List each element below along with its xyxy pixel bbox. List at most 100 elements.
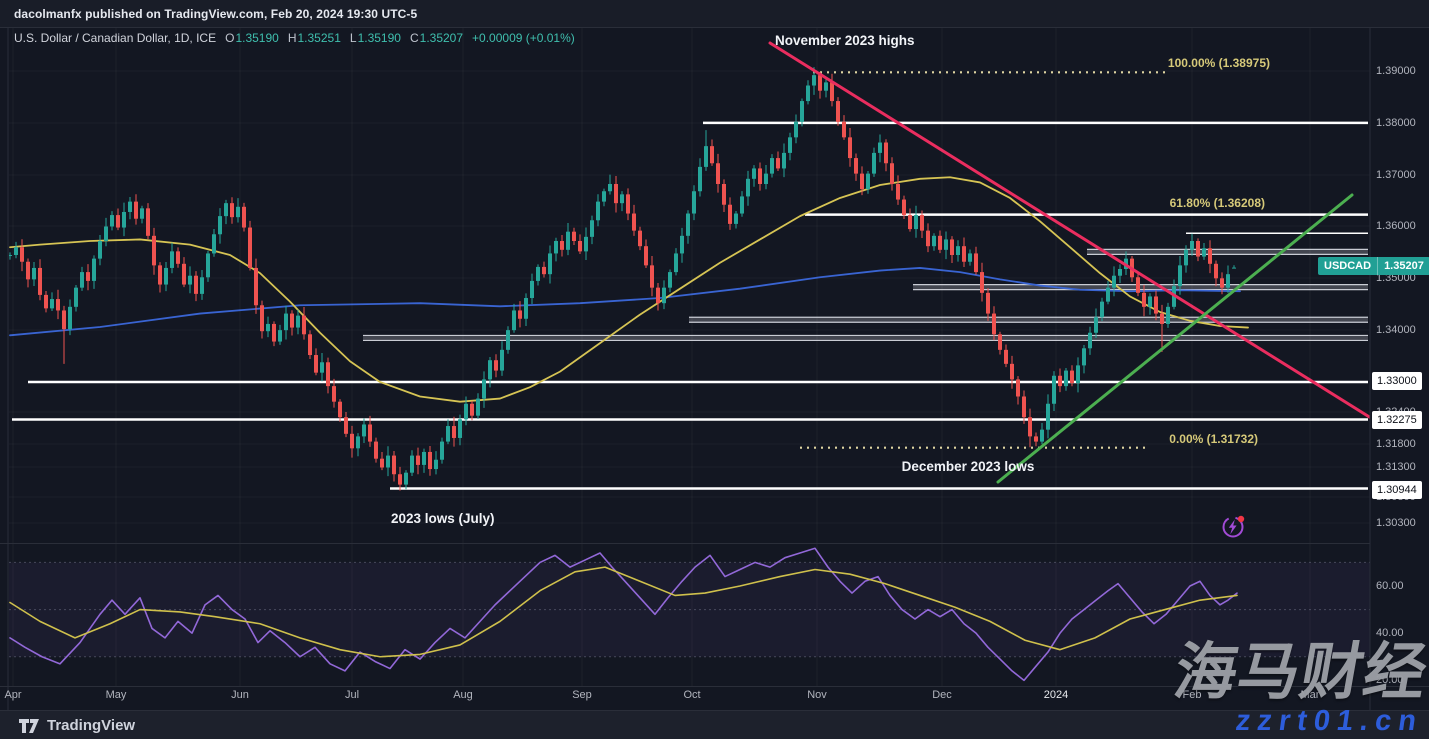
- candle-body: [1196, 241, 1200, 257]
- candle-body: [920, 215, 924, 231]
- annotation-july-lows[interactable]: 2023 lows (July): [391, 511, 495, 526]
- badge-symbol: USDCAD: [1318, 257, 1379, 275]
- candle-body: [914, 215, 918, 230]
- flash-button[interactable]: [1222, 515, 1245, 538]
- candle-body: [1118, 268, 1122, 276]
- candle-body: [938, 235, 942, 250]
- candle-body: [1070, 370, 1074, 384]
- candle-body: [1142, 292, 1146, 307]
- fib-label-0[interactable]: 0.00% (1.31732): [1169, 432, 1258, 446]
- candle-body: [272, 323, 276, 342]
- candle-body: [1052, 375, 1056, 404]
- price-axis-label: 1.30300: [1376, 517, 1416, 529]
- candle-body: [710, 146, 714, 164]
- candle-body: [110, 215, 114, 227]
- candle-body: [950, 239, 954, 255]
- candle-body: [812, 75, 816, 86]
- candle-body: [344, 417, 348, 434]
- candle-body: [584, 236, 588, 252]
- watermark-chinese: 海马财经: [1168, 638, 1429, 707]
- candle-body: [686, 213, 690, 236]
- price-line-badge: 1.30944: [1372, 481, 1422, 499]
- candle-body: [254, 267, 258, 306]
- candle-body: [500, 349, 504, 371]
- fib-label-618[interactable]: 61.80% (1.36208): [1169, 196, 1265, 210]
- price-pane[interactable]: [8, 41, 1371, 523]
- support-zone[interactable]: [913, 284, 1368, 290]
- candle-body: [836, 101, 840, 122]
- candle-body: [776, 158, 780, 169]
- candle-body: [908, 215, 912, 230]
- candle-body: [560, 241, 564, 250]
- candle-body: [152, 235, 156, 266]
- candle-body: [236, 206, 240, 218]
- candle-body: [230, 203, 234, 218]
- support-zone[interactable]: [1087, 249, 1368, 255]
- candle-body: [104, 226, 108, 242]
- symbol-legend[interactable]: U.S. Dollar / Canadian Dollar, 1D, ICE O…: [14, 31, 575, 45]
- candle-body: [638, 230, 642, 247]
- annotation-november-highs[interactable]: November 2023 highs: [775, 33, 915, 48]
- candle-body: [134, 201, 138, 219]
- candle-body: [1226, 274, 1230, 288]
- time-axis-label-2024: 2024: [1043, 689, 1069, 701]
- candle-body: [206, 253, 210, 278]
- candle-body: [302, 315, 306, 335]
- candle-body: [524, 298, 528, 319]
- watermark-url: zzrt01.cn: [1233, 705, 1426, 737]
- candle-body: [158, 265, 162, 285]
- rsi-pane[interactable]: [9, 547, 1370, 682]
- tradingview-logo[interactable]: TradingView: [18, 717, 135, 734]
- candle-body: [128, 201, 132, 212]
- candle-body: [92, 258, 96, 281]
- candle-body: [320, 362, 324, 373]
- candle-body: [122, 211, 126, 228]
- support-zone[interactable]: [363, 335, 1368, 341]
- candle-body: [818, 75, 822, 91]
- candle-body: [1112, 275, 1116, 288]
- candle-body: [1040, 429, 1044, 442]
- candle-body: [116, 215, 120, 228]
- candle-body: [644, 246, 648, 266]
- rsi-band-fill: [9, 562, 1370, 657]
- change-value: +0.00009 (+0.01%): [472, 31, 575, 45]
- candle-body: [788, 137, 792, 153]
- candle-body: [746, 178, 750, 197]
- candle-body: [476, 398, 480, 416]
- price-axis-label: 1.38000: [1376, 117, 1416, 129]
- candle-body: [350, 433, 354, 449]
- uptrend-from-dec-lows[interactable]: [996, 193, 1354, 484]
- time-axis-label-jul: Jul: [344, 689, 360, 701]
- candle-body: [704, 146, 708, 167]
- time-axis-label-aug: Aug: [453, 689, 473, 701]
- candle-body: [752, 168, 756, 179]
- candle-body: [356, 436, 360, 449]
- candle-body: [14, 247, 18, 255]
- candle-body: [896, 183, 900, 200]
- candle-body: [1076, 365, 1080, 384]
- candle-body: [1082, 348, 1086, 366]
- candle-body: [80, 272, 84, 288]
- candle-body: [44, 294, 48, 309]
- annotation-december-lows[interactable]: December 2023 lows: [901, 459, 1035, 474]
- candle-body: [482, 379, 486, 399]
- ma-blue-line: [9, 267, 1241, 337]
- time-axis-label-may: May: [105, 689, 127, 701]
- candle-body: [848, 137, 852, 159]
- time-axis-label-sep: Sep: [572, 689, 592, 701]
- candle-body: [224, 203, 228, 217]
- price-line-badge: 1.32275: [1372, 411, 1422, 429]
- support-zone[interactable]: [689, 317, 1368, 323]
- downtrend-from-nov-highs[interactable]: [768, 41, 1371, 420]
- candle-body: [722, 183, 726, 205]
- candle-body: [38, 267, 42, 295]
- candle-body: [194, 275, 198, 294]
- price-line-badge: 1.33000: [1372, 372, 1422, 390]
- candle-body: [164, 267, 168, 285]
- time-axis-label-jun: Jun: [231, 689, 249, 701]
- candle-body: [242, 206, 246, 228]
- candle-body: [434, 459, 438, 470]
- fib-label-100[interactable]: 100.00% (1.38975): [1167, 56, 1270, 70]
- candle-body: [758, 168, 762, 184]
